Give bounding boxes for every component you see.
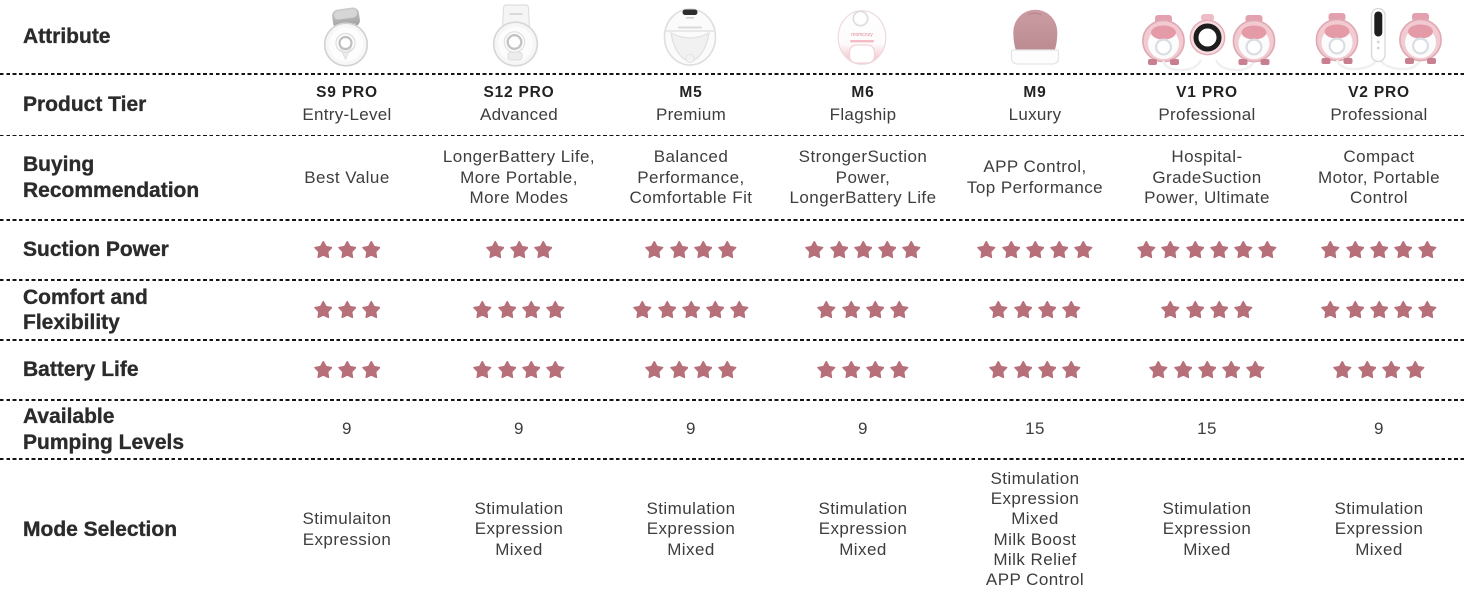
svg-text:momcozy: momcozy <box>851 32 873 38</box>
